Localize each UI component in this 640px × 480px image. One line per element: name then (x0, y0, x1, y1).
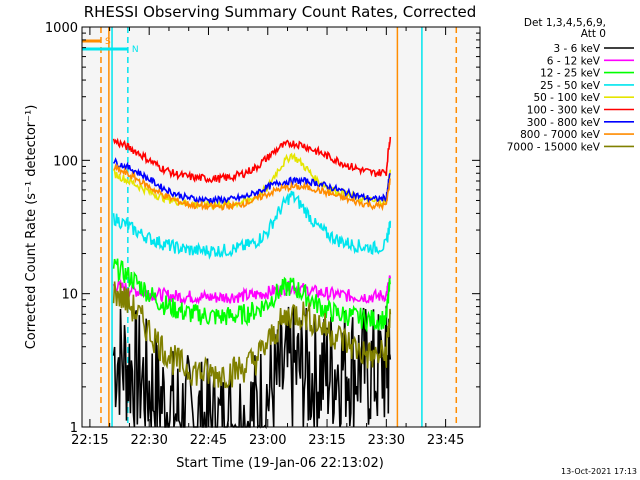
legend-entry-label: 3 - 6 keV (553, 43, 600, 55)
series-line-1 (112, 275, 392, 306)
footer-timestamp: 13-Oct-2021 17:13 (561, 467, 637, 476)
x-tick-label: 23:30 (368, 433, 405, 448)
legend-entry-label: 7000 - 15000 keV (507, 141, 601, 153)
legend-entry-label: 50 - 100 keV (533, 92, 600, 104)
flag-label-N: N (132, 45, 139, 55)
y-axis: 1 10 100 1000 (45, 21, 480, 436)
legend-entry-label: 6 - 12 keV (547, 55, 601, 67)
x-tick-label: 23:45 (427, 433, 464, 448)
x-tick-label: 22:30 (130, 433, 167, 448)
x-tick-label: 23:15 (308, 433, 345, 448)
y-tick-label: 1000 (45, 21, 78, 36)
series-line-5 (112, 136, 392, 184)
series-line-8 (112, 281, 392, 389)
flag-label-S: S (105, 37, 111, 47)
legend-entry-label: 25 - 50 keV (540, 80, 601, 92)
series-group (112, 136, 392, 430)
legend-entry-label: 100 - 300 keV (527, 105, 601, 117)
flag-bars: SN (82, 37, 139, 55)
plot-background (82, 27, 480, 427)
series-line-6 (112, 157, 391, 206)
legend-entry-label: 300 - 800 keV (527, 117, 601, 129)
y-tick-label: 1 (70, 421, 78, 436)
legend-entry-label: 800 - 7000 keV (520, 129, 601, 141)
x-axis-label: Start Time (19-Jan-06 22:13:02) (176, 456, 384, 471)
series-line-3 (112, 190, 392, 260)
x-axis: 22:15 22:30 22:45 23:00 23:15 23:30 23:45 (71, 27, 464, 448)
x-tick-label: 22:45 (190, 433, 227, 448)
vertical-markers (100, 27, 458, 427)
chart-title: RHESSI Observing Summary Count Rates, Co… (84, 3, 477, 21)
y-tick-label: 100 (53, 154, 78, 169)
legend-header: Det 1,3,4,5,6,9, (524, 17, 606, 29)
y-axis-label: Corrected Count Rate (s⁻¹ detector⁻¹) (24, 105, 39, 350)
y-tick-label: 10 (61, 288, 78, 303)
x-tick-label: 22:15 (71, 433, 108, 448)
series-line-7 (113, 163, 392, 212)
legend-entry-label: 12 - 25 keV (540, 68, 601, 80)
series-line-2 (112, 258, 391, 333)
legend-header: Att 0 (581, 28, 606, 40)
x-tick-label: 23:00 (249, 433, 286, 448)
plot-frame (81, 26, 481, 428)
series-line-0 (112, 305, 392, 430)
